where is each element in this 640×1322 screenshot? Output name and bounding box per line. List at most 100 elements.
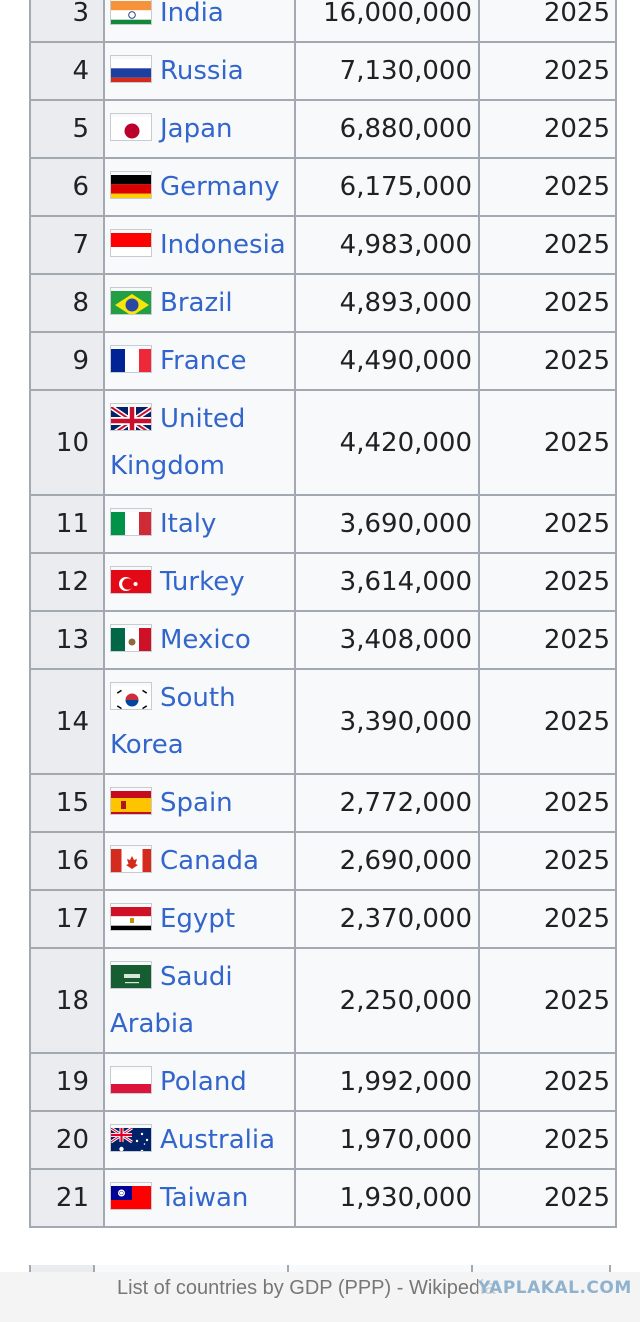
brazil-flag-icon (110, 286, 152, 315)
gdp-cell: 1,970,000 (294, 1110, 480, 1170)
year-cell: 2025 (478, 215, 617, 275)
year-cell: 2025 (478, 331, 617, 391)
saudi-arabia-flag-icon (110, 960, 152, 989)
country-link[interactable]: Spain (160, 787, 233, 818)
india-flag-icon (110, 0, 152, 25)
country-cell: Mexico (103, 610, 296, 670)
table-row: 7 Indonesia 4,983,000 2025 (29, 215, 617, 275)
gdp-cell: 1,930,000 (294, 1168, 480, 1228)
country-link[interactable]: Germany (160, 171, 280, 202)
rank-cell: 17 (29, 889, 105, 949)
gdp-cell: 4,983,000 (294, 215, 480, 275)
rank-cell: 16 (29, 831, 105, 891)
rank-cell: 20 (29, 1110, 105, 1170)
year-cell: 2025 (478, 831, 617, 891)
france-flag-icon (110, 344, 152, 373)
country-link[interactable]: France (160, 345, 247, 376)
egypt-flag-icon (110, 902, 152, 931)
japan-flag-icon (110, 112, 152, 141)
country-cell: Taiwan (103, 1168, 296, 1228)
gdp-cell: 2,250,000 (294, 947, 480, 1054)
year-cell: 2025 (478, 273, 617, 333)
country-cell: France (103, 331, 296, 391)
gdp-cell: 4,420,000 (294, 389, 480, 496)
gdp-cell: 2,690,000 (294, 831, 480, 891)
rank-cell: 9 (29, 331, 105, 391)
next-row-partial (29, 1265, 611, 1272)
table-row: 20 Australia 1,970,000 2025 (29, 1110, 617, 1170)
country-link[interactable]: Brazil (160, 287, 233, 318)
rank-cell: 21 (29, 1168, 105, 1228)
country-cell: Germany (103, 157, 296, 217)
country-cell: Saudi Arabia (103, 947, 296, 1054)
country-cell: Turkey (103, 552, 296, 612)
country-cell: Canada (103, 831, 296, 891)
country-link[interactable]: Italy (160, 508, 217, 539)
country-link[interactable]: Taiwan (160, 1182, 249, 1213)
gdp-cell: 4,893,000 (294, 273, 480, 333)
year-cell: 2025 (478, 41, 617, 101)
rank-cell: 14 (29, 668, 105, 775)
country-link[interactable]: Russia (160, 55, 244, 86)
country-cell: Russia (103, 41, 296, 101)
table-row: 9 France 4,490,000 2025 (29, 331, 617, 391)
gdp-cell: 3,690,000 (294, 494, 480, 554)
year-cell: 2025 (478, 157, 617, 217)
country-cell: Spain (103, 773, 296, 833)
table-row: 5 Japan 6,880,000 2025 (29, 99, 617, 159)
table-row: 6 Germany 6,175,000 2025 (29, 157, 617, 217)
italy-flag-icon (110, 507, 152, 536)
rank-cell: 13 (29, 610, 105, 670)
turkey-flag-icon (110, 565, 152, 594)
country-link[interactable]: Poland (160, 1066, 247, 1097)
poland-flag-icon (110, 1065, 152, 1094)
country-link[interactable]: Japan (160, 113, 233, 144)
table-row: 19 Poland 1,992,000 2025 (29, 1052, 617, 1112)
uk-flag-icon (110, 402, 152, 431)
year-cell: 2025 (478, 1168, 617, 1228)
country-link[interactable]: Saudi Arabia (110, 961, 233, 1039)
country-link[interactable]: India (160, 0, 224, 28)
page-title[interactable]: List of countries by GDP (PPP) - Wikiped… (117, 1277, 496, 1299)
country-link[interactable]: Turkey (160, 566, 245, 597)
country-link[interactable]: Mexico (160, 624, 251, 655)
gdp-cell: 3,390,000 (294, 668, 480, 775)
country-link[interactable]: Australia (160, 1124, 276, 1155)
country-link[interactable]: Canada (160, 845, 259, 876)
year-cell: 2025 (478, 773, 617, 833)
gdp-cell: 3,614,000 (294, 552, 480, 612)
south-korea-flag-icon (110, 681, 152, 710)
page-footer-bar: List of countries by GDP (PPP) - Wikiped… (0, 1272, 640, 1322)
indonesia-flag-icon (110, 228, 152, 257)
watermark: YAPLAKAL.COM (478, 1278, 632, 1298)
country-link[interactable]: Indonesia (160, 229, 286, 260)
country-cell: Japan (103, 99, 296, 159)
country-link[interactable]: United Kingdom (110, 403, 246, 481)
rank-cell: 3 (29, 0, 105, 43)
country-cell: Brazil (103, 273, 296, 333)
country-link[interactable]: South Korea (110, 682, 236, 760)
table-row: 4 Russia 7,130,000 2025 (29, 41, 617, 101)
australia-flag-icon (110, 1123, 152, 1152)
gdp-cell: 2,370,000 (294, 889, 480, 949)
gdp-ppp-table: 3 India 16,000,000 2025 4 Russia 7,130,0… (29, 0, 617, 1228)
country-link[interactable]: Egypt (160, 903, 236, 934)
year-cell: 2025 (478, 552, 617, 612)
country-cell: Indonesia (103, 215, 296, 275)
rank-cell: 12 (29, 552, 105, 612)
year-cell: 2025 (478, 389, 617, 496)
rank-cell: 11 (29, 494, 105, 554)
year-cell: 2025 (478, 1110, 617, 1170)
table-row: 11 Italy 3,690,000 2025 (29, 494, 617, 554)
country-cell: Poland (103, 1052, 296, 1112)
table-row: 21 Taiwan 1,930,000 2025 (29, 1168, 617, 1228)
table-row: 15 Spain 2,772,000 2025 (29, 773, 617, 833)
country-cell: United Kingdom (103, 389, 296, 496)
year-cell: 2025 (478, 1052, 617, 1112)
gdp-cell: 6,175,000 (294, 157, 480, 217)
year-cell: 2025 (478, 99, 617, 159)
year-cell: 2025 (478, 668, 617, 775)
table-row: 8 Brazil 4,893,000 2025 (29, 273, 617, 333)
rank-cell: 6 (29, 157, 105, 217)
rank-cell: 19 (29, 1052, 105, 1112)
